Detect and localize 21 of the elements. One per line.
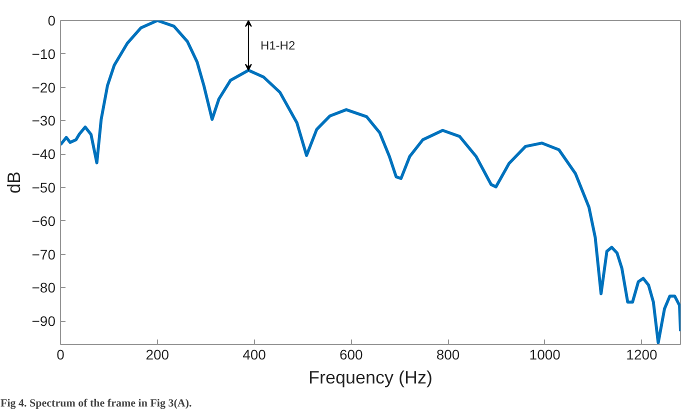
y-axis-title: dB [4, 171, 24, 194]
x-axis-title: Frequency (Hz) [308, 368, 433, 388]
x-tick-label: 600 [339, 346, 364, 362]
y-tick-label: −60 [32, 212, 56, 229]
x-tick-label: 1000 [529, 346, 561, 362]
y-tick-label: −40 [32, 146, 56, 162]
y-tick-label: −30 [32, 112, 56, 129]
x-tick-label: 800 [436, 346, 460, 362]
annotation: H1-H2 [260, 38, 296, 52]
x-tick-label: 400 [242, 346, 266, 362]
x-tick-label: 1200 [626, 346, 658, 362]
y-tick-label: −70 [32, 246, 56, 262]
x-tick-label: 200 [146, 346, 170, 362]
y-tick-label: −50 [32, 180, 56, 196]
y-tick-label: 0 [48, 12, 56, 28]
y-tick-label: −80 [32, 280, 56, 296]
line-series [60, 20, 680, 344]
y-tick-label: −90 [32, 313, 56, 330]
caption: Fig 4. Spectrum of the frame in Fig 3(A). [0, 398, 192, 410]
y-tick-label: −10 [32, 46, 56, 62]
y-tick-label: −20 [32, 79, 56, 96]
